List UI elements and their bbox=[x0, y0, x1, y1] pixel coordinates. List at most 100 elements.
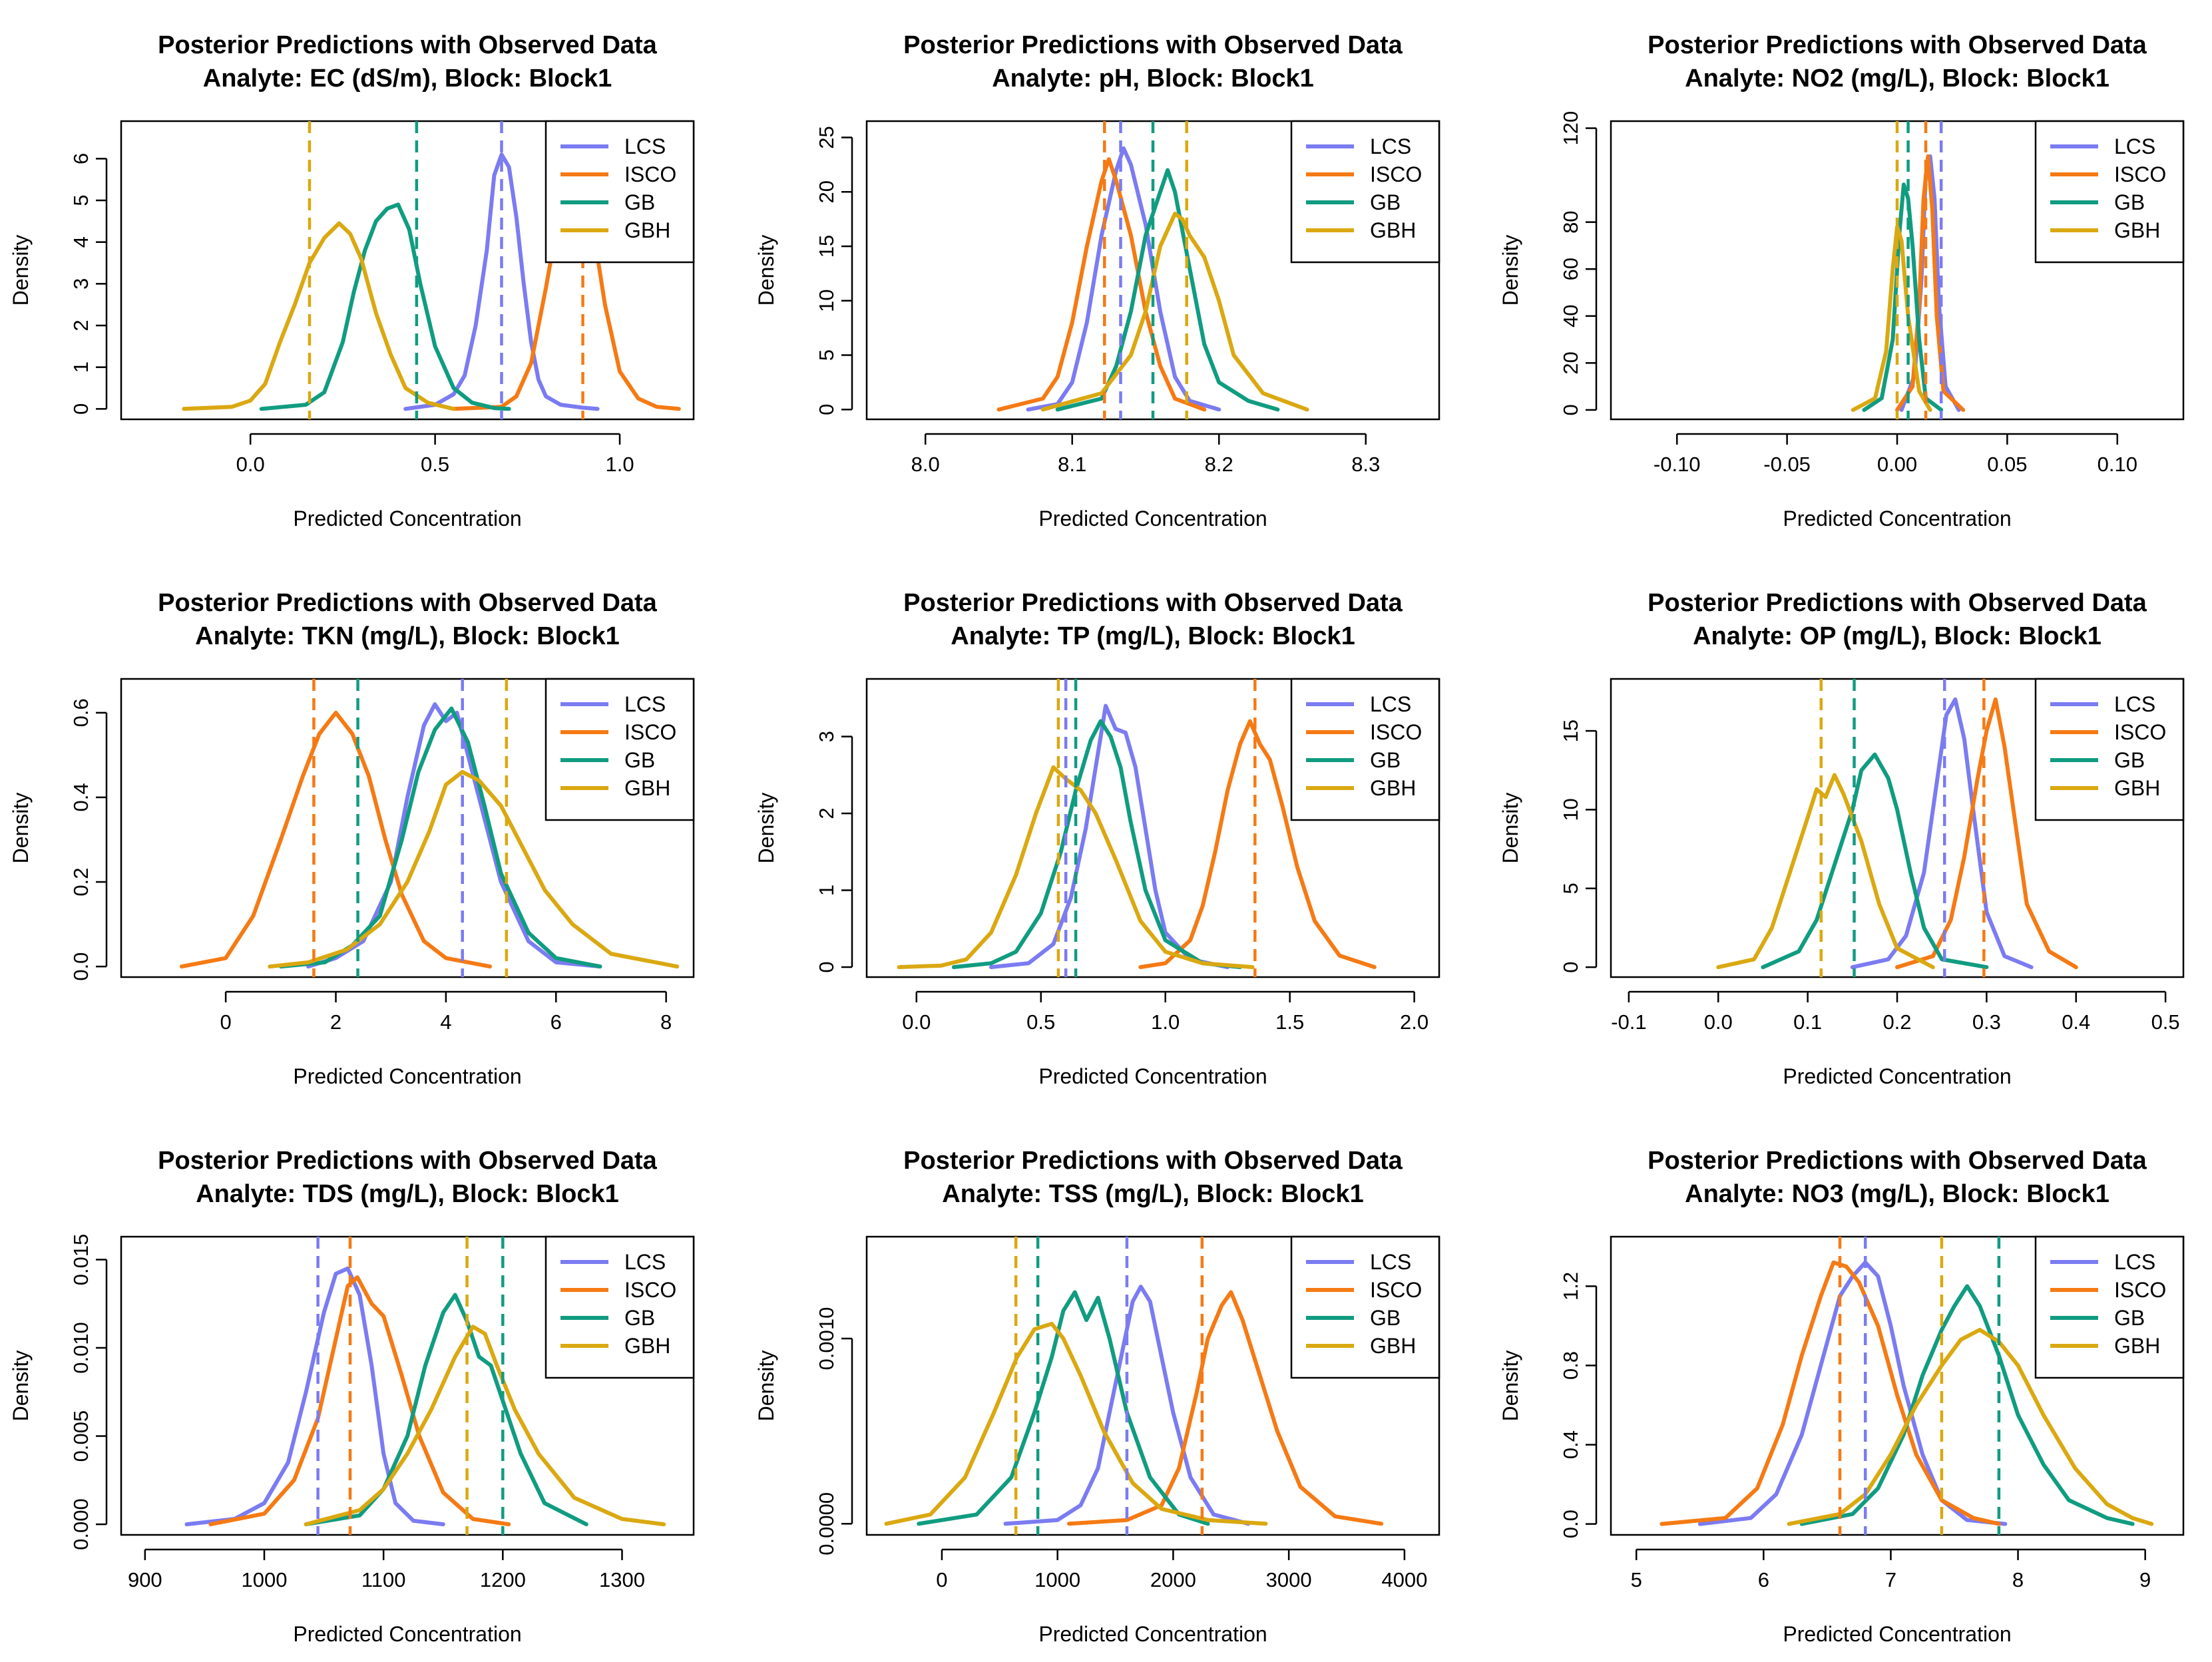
chart-subtitle: Analyte: TKN (mg/L), Block: Block1 bbox=[195, 622, 620, 650]
x-axis-title: Predicted Concentration bbox=[293, 1622, 521, 1646]
y-axis-title: Density bbox=[9, 235, 33, 306]
legend-label-isco: ISCO bbox=[624, 1278, 676, 1302]
x-tick-label: 1.0 bbox=[1151, 1010, 1180, 1034]
y-tick-label: 0.4 bbox=[1559, 1430, 1582, 1459]
y-tick-label: 20 bbox=[1559, 351, 1582, 374]
x-tick-label: 900 bbox=[128, 1568, 162, 1591]
density-curve-gbh bbox=[304, 1325, 666, 1527]
plot-frame bbox=[120, 120, 695, 421]
y-tick-label: 0.4 bbox=[69, 783, 93, 811]
density-curve-lcs bbox=[1003, 1285, 1251, 1526]
y-tick-label: 5 bbox=[69, 194, 93, 206]
y-tick-label: 15 bbox=[1559, 720, 1582, 742]
chart-panel-3: Posterior Predictions with Observed Data… bbox=[1498, 31, 2185, 530]
x-tick-label: 2000 bbox=[1150, 1568, 1196, 1591]
y-tick-label: 0.0000 bbox=[815, 1492, 838, 1556]
chart-panel-6: Posterior Predictions with Observed Data… bbox=[1498, 589, 2185, 1088]
x-tick-label: 0.0 bbox=[902, 1010, 931, 1034]
density-curve-gb bbox=[304, 1293, 588, 1527]
chart-subtitle: Analyte: NO2 (mg/L), Block: Block1 bbox=[1685, 65, 2109, 93]
y-tick-label: 0 bbox=[69, 403, 93, 415]
x-tick-label: 0.0 bbox=[236, 453, 265, 476]
y-tick-label: 6 bbox=[69, 153, 93, 164]
x-tick-label: 0.2 bbox=[1882, 1010, 1911, 1034]
y-tick-label: 0.000 bbox=[69, 1498, 93, 1550]
x-axis-title: Predicted Concentration bbox=[1038, 507, 1267, 530]
plot-frame bbox=[120, 1235, 695, 1536]
legend-label-gbh: GBH bbox=[2114, 218, 2160, 242]
y-tick-label: 3 bbox=[815, 731, 838, 742]
y-axis-title: Density bbox=[1498, 793, 1522, 864]
legend-label-isco: ISCO bbox=[2114, 720, 2166, 744]
y-tick-label: 120 bbox=[1559, 111, 1582, 146]
x-axis-title: Predicted Concentration bbox=[1783, 1064, 2011, 1088]
x-tick-label: 7 bbox=[1885, 1568, 1896, 1591]
y-tick-label: 1 bbox=[815, 885, 838, 896]
chart-panel-9: Posterior Predictions with Observed Data… bbox=[1498, 1147, 2185, 1646]
x-tick-label: 4 bbox=[440, 1010, 451, 1034]
chart-title: Posterior Predictions with Observed Data bbox=[158, 589, 658, 617]
x-tick-label: -0.1 bbox=[1611, 1010, 1646, 1034]
density-curve-gbh bbox=[182, 221, 456, 411]
legend-label-lcs: LCS bbox=[1370, 134, 1411, 158]
legend-box bbox=[2034, 678, 2185, 821]
legend-label-lcs: LCS bbox=[2114, 134, 2155, 158]
x-tick-label: 0.00 bbox=[1877, 453, 1917, 476]
density-curve-isco bbox=[1138, 719, 1377, 969]
legend-label-gb: GB bbox=[2114, 1306, 2145, 1330]
y-axis-title: Density bbox=[754, 235, 778, 306]
chart-title: Posterior Predictions with Observed Data bbox=[1648, 589, 2147, 617]
y-axis-title: Density bbox=[1498, 1350, 1522, 1422]
x-tick-label: 8.2 bbox=[1205, 453, 1233, 476]
x-axis-title: Predicted Concentration bbox=[1038, 1064, 1267, 1088]
x-tick-label: 0 bbox=[936, 1568, 947, 1591]
density-curve-isco bbox=[208, 1275, 511, 1527]
legend-label-gb: GB bbox=[624, 748, 655, 772]
chart-title: Posterior Predictions with Observed Data bbox=[903, 31, 1403, 59]
legend-label-isco: ISCO bbox=[624, 162, 676, 186]
density-curve-gb bbox=[1862, 182, 1944, 412]
legend-label-gbh: GBH bbox=[2114, 1334, 2160, 1358]
chart-subtitle: Analyte: TSS (mg/L), Block: Block1 bbox=[942, 1180, 1363, 1208]
x-tick-label: 3000 bbox=[1266, 1568, 1312, 1591]
x-tick-label: 6 bbox=[551, 1010, 562, 1034]
x-tick-label: 4000 bbox=[1381, 1568, 1427, 1591]
y-tick-label: 15 bbox=[815, 235, 838, 258]
x-tick-label: 6 bbox=[1758, 1568, 1769, 1591]
y-tick-label: 3 bbox=[69, 278, 93, 290]
density-curve-gb bbox=[1799, 1284, 2135, 1526]
density-curve-lcs bbox=[403, 152, 600, 411]
legend-label-lcs: LCS bbox=[624, 692, 666, 716]
legend-label-gbh: GBH bbox=[1370, 218, 1416, 242]
legend-label-gbh: GBH bbox=[624, 1334, 670, 1358]
y-tick-label: 1.2 bbox=[1559, 1272, 1582, 1301]
x-axis-title: Predicted Concentration bbox=[293, 507, 521, 530]
density-curve-lcs bbox=[989, 704, 1230, 969]
legend-label-gbh: GBH bbox=[1370, 1334, 1416, 1358]
x-tick-label: 0.3 bbox=[1972, 1010, 2001, 1034]
plot-frame bbox=[865, 1235, 1440, 1536]
legend-label-gbh: GBH bbox=[624, 776, 670, 800]
legend-box bbox=[2034, 1235, 2185, 1379]
y-tick-label: 10 bbox=[1559, 798, 1582, 821]
y-axis-title: Density bbox=[1498, 235, 1522, 306]
legend-label-gb: GB bbox=[624, 190, 655, 214]
x-tick-label: 9 bbox=[2139, 1568, 2151, 1591]
x-tick-label: 8.1 bbox=[1058, 453, 1086, 476]
legend-label-lcs: LCS bbox=[624, 134, 666, 158]
chart-title: Posterior Predictions with Observed Data bbox=[1648, 31, 2147, 59]
y-tick-label: 60 bbox=[1559, 258, 1582, 280]
chart-panel-8: Posterior Predictions with Observed Data… bbox=[754, 1147, 1440, 1646]
legend-label-lcs: LCS bbox=[1370, 1250, 1411, 1274]
y-tick-label: 0.015 bbox=[69, 1234, 93, 1286]
density-curve-lcs bbox=[1850, 697, 2034, 970]
y-tick-label: 1 bbox=[69, 361, 93, 373]
density-curve-lcs bbox=[184, 1266, 445, 1527]
chart-panel-5: Posterior Predictions with Observed Data… bbox=[754, 589, 1440, 1088]
x-tick-label: 1.5 bbox=[1275, 1010, 1304, 1034]
legend-box bbox=[1290, 1235, 1440, 1379]
chart-subtitle: Analyte: TDS (mg/L), Block: Block1 bbox=[196, 1180, 619, 1208]
density-curve-isco bbox=[1659, 1260, 2001, 1526]
legend-label-gb: GB bbox=[2114, 748, 2145, 772]
y-tick-label: 0 bbox=[815, 404, 838, 415]
